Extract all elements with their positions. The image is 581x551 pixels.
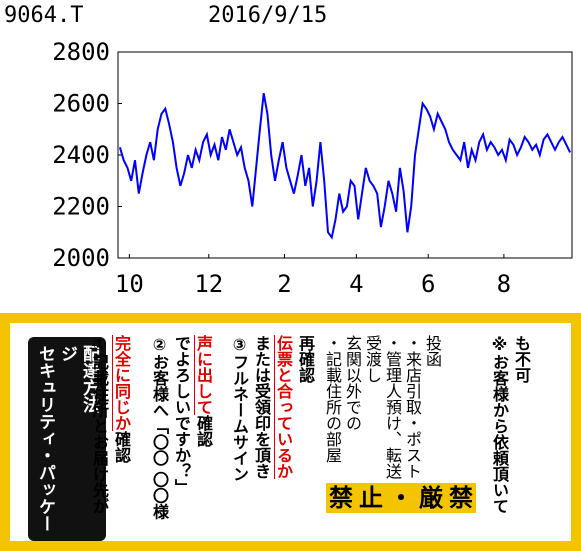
step: ③フルネームサイン または受領印を頂き 伝票と合っているか 再確認: [228, 335, 316, 482]
step-line: ①記載住所とお届け先が: [90, 335, 109, 514]
step-line: でよろしいですか？」: [172, 335, 191, 495]
title-line: セキュリティ・パッケージ: [35, 345, 77, 532]
note: ※お客様から依頼頂いて も不可: [488, 335, 532, 514]
badge-char: 禁: [446, 483, 476, 513]
step: ②お客様へ「〇〇 〇〇様 でよろしいですか？」 声に出して確認: [148, 335, 214, 520]
badge-char: 禁: [326, 483, 356, 513]
step-text: 確認: [194, 415, 213, 447]
chart: 9064.T 2016/9/15 2000 2200 2400 2600 2800 10 1…: [4, 3, 573, 298]
step-text: 確認: [112, 431, 131, 463]
step-line: または受領印を頂き: [252, 335, 271, 479]
y-tick-label: 2800: [52, 38, 110, 66]
forbidden-list: ・記載住所の部屋 玄関以外での 受渡し ・管理人預け、転送 ・来店引取・ポスト …: [322, 335, 442, 479]
step: ①記載住所とお届け先が 完全に同じか確認: [88, 335, 132, 514]
notice-title: セキュリティ・パッケージ 配達方法: [28, 337, 106, 541]
title-line: 配達方法: [79, 345, 99, 413]
step-line: 再確認: [296, 335, 315, 383]
x-tick-label: 12: [194, 270, 223, 298]
price-line: [118, 93, 571, 240]
y-tick-label: 2000: [52, 244, 110, 272]
y-tick-label: 2200: [52, 193, 110, 221]
badge-char: 厳: [416, 483, 446, 513]
note-line: ※お客様から依頼頂いて: [490, 335, 509, 514]
x-tick-label: 6: [421, 270, 435, 298]
step-line: ③フルネームサイン: [230, 335, 249, 482]
emphasis: 伝票と合っているか: [274, 335, 293, 479]
y-tick-label: 2600: [52, 90, 110, 118]
badge-char: ・: [386, 483, 416, 513]
emphasis: 声に出して: [194, 335, 213, 415]
forbidden-line: 玄関以外での: [343, 335, 362, 431]
forbidden-line: ・記載住所の部屋: [323, 335, 342, 463]
badge: 禁 止 ・ 厳 禁: [326, 483, 476, 515]
x-tick-label: 2: [277, 270, 291, 298]
step-line: 声に出して確認: [192, 335, 214, 520]
forbidden-line: 受渡し: [363, 335, 382, 383]
step-line: ②お客様へ「〇〇 〇〇様: [150, 335, 169, 520]
x-tick-label: 8: [497, 270, 511, 298]
x-tick-label: 10: [115, 270, 144, 298]
emphasis: 完全に同じか: [112, 335, 131, 431]
y-tick-label: 2400: [52, 141, 110, 169]
chart-title: 9064.T: [4, 3, 83, 28]
step-line: 完全に同じか確認: [110, 335, 132, 514]
note-line: も不可: [512, 335, 531, 383]
forbidden-line: ・管理人預け、転送: [383, 335, 402, 479]
chart-subtitle: 2016/9/15: [208, 3, 327, 28]
forbidden-line: 投函: [423, 335, 442, 367]
notice: セキュリティ・パッケージ 配達方法 ①記載住所とお届け先が 完全に同じか確認 ②…: [0, 313, 581, 551]
x-tick-label: 4: [349, 270, 363, 298]
forbidden-line: ・来店引取・ポスト: [403, 335, 422, 479]
badge-char: 止: [356, 483, 386, 513]
